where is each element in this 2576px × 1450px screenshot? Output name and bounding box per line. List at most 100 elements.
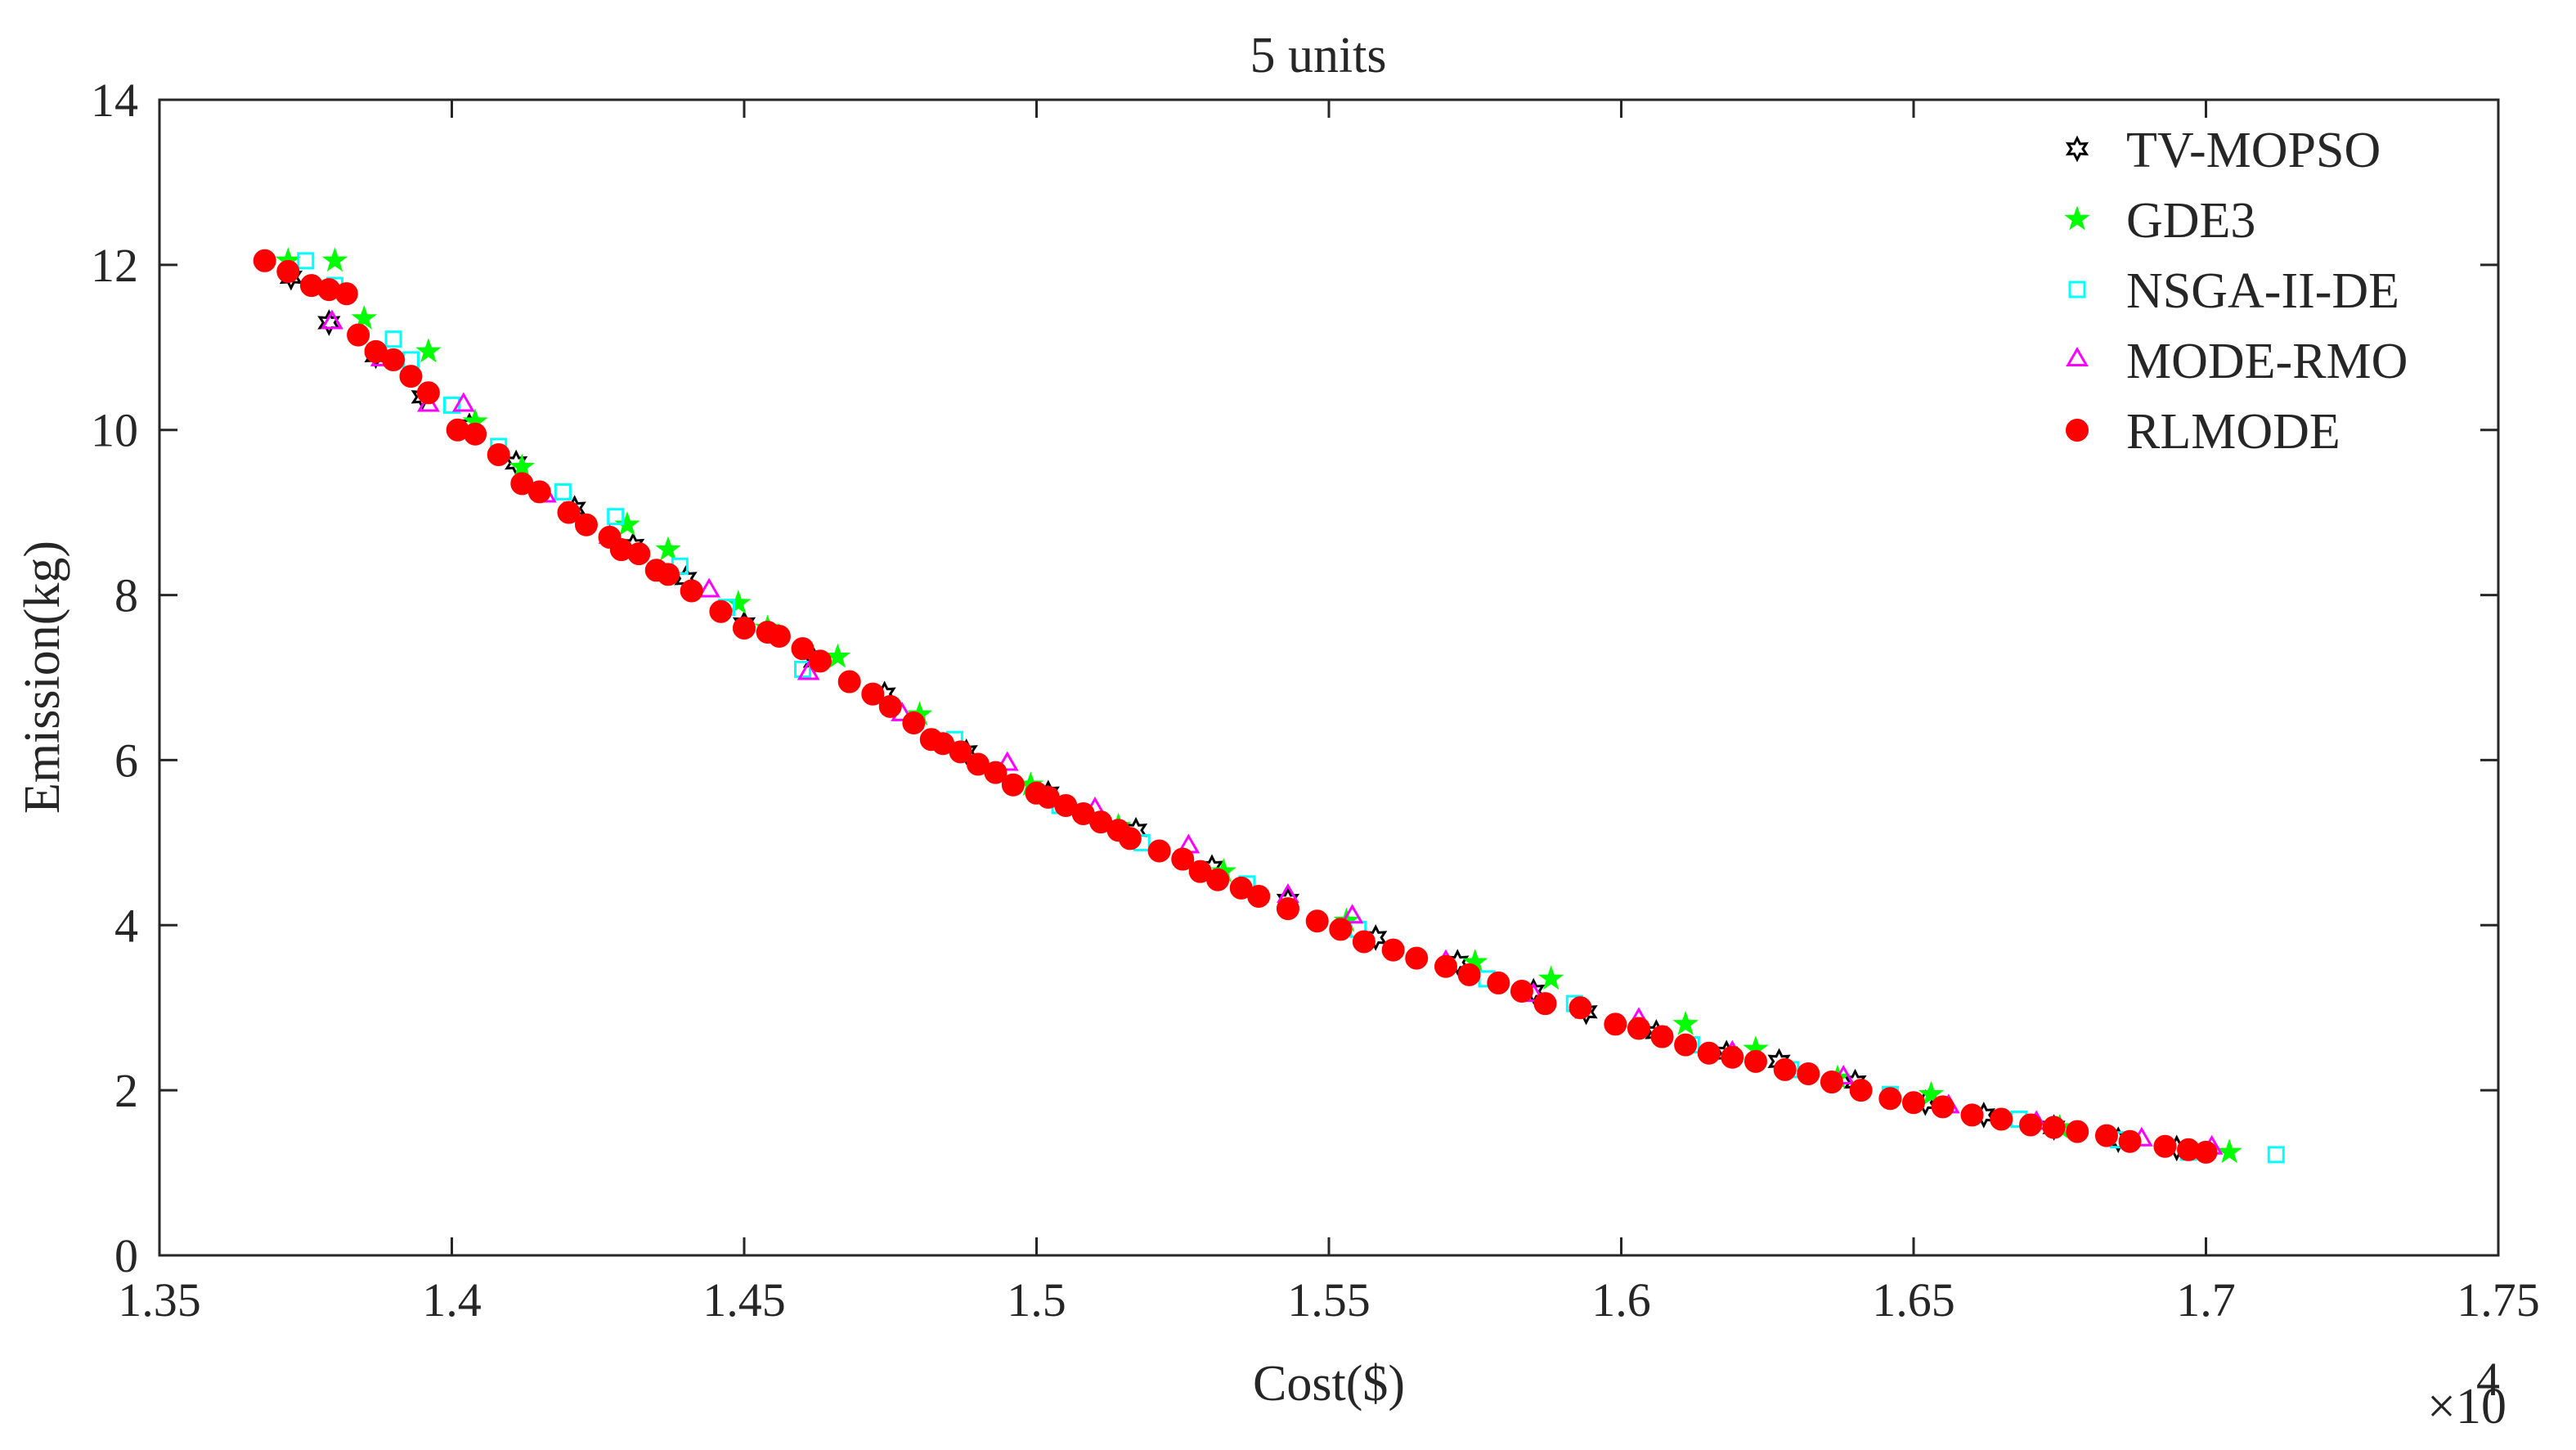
- data-point: [1171, 847, 1195, 871]
- chart-title: 5 units: [1250, 28, 1386, 83]
- data-point: [791, 637, 815, 661]
- data-point: [321, 309, 343, 330]
- data-point: [554, 483, 572, 501]
- data-point: [276, 259, 300, 283]
- data-point: [1797, 1062, 1820, 1085]
- x-tick-label: 1.65: [1872, 1273, 1955, 1327]
- data-point: [1510, 980, 1533, 1003]
- data-point: [1340, 904, 1364, 924]
- data-point: [527, 480, 551, 504]
- y-tick-label: 6: [114, 734, 138, 787]
- y-tick-label: 14: [91, 74, 138, 127]
- x-tick-label: 1.45: [702, 1273, 786, 1327]
- data-point: [2216, 1138, 2242, 1164]
- legend-label: MODE-RMO: [2126, 334, 2408, 389]
- data-point: [1849, 1079, 1873, 1102]
- x-tick-label: 1.35: [118, 1273, 201, 1327]
- data-point: [794, 660, 811, 678]
- data-point: [416, 381, 440, 405]
- legend-marker: [2066, 347, 2089, 366]
- data-point: [382, 348, 405, 371]
- legend-item: MODE-RMO: [2066, 334, 2408, 389]
- legend-item: GDE3: [2064, 193, 2255, 249]
- data-point: [698, 577, 720, 598]
- data-point: [1381, 938, 1405, 962]
- data-point: [949, 740, 972, 764]
- data-point: [1352, 930, 1376, 954]
- x-multiplier-base: ×10: [2427, 1379, 2506, 1434]
- data-point: [1206, 868, 1230, 891]
- data-point: [2042, 1116, 2066, 1139]
- legend-label: TV-MOPSO: [2126, 123, 2381, 178]
- legend-label: NSGA-II-DE: [2126, 263, 2399, 319]
- x-tick-label: 1.7: [2176, 1273, 2236, 1327]
- data-point: [1697, 1041, 1721, 1065]
- data-point: [347, 323, 370, 347]
- data-point: [384, 330, 402, 348]
- data-point: [607, 508, 625, 526]
- data-point: [2094, 1124, 2118, 1147]
- data-point: [1918, 1080, 1945, 1106]
- legend: TV-MOPSO GDE3 NSGA-II-DE MODE-RMO RLMODE: [2064, 123, 2408, 460]
- data-point: [1457, 963, 1481, 986]
- data-point: [1674, 1033, 1698, 1057]
- data-point: [1247, 884, 1271, 908]
- data-point: [443, 396, 460, 414]
- x-tick-label: 1.4: [422, 1273, 482, 1327]
- data-point: [1405, 946, 1429, 970]
- data-point: [1627, 1017, 1650, 1040]
- data-point: [509, 453, 536, 478]
- data-point: [1329, 918, 1353, 941]
- y-tick-label: 10: [91, 404, 138, 457]
- data-point: [2153, 1134, 2177, 1158]
- axes-group: 1.35 1.4 1.45 1.5 1.55 1.6 1.65 1.7 1.75 0 2 4 6 8 10 1…: [91, 74, 2540, 1327]
- data-point: [1990, 1107, 2013, 1131]
- data-point: [1820, 1071, 1843, 1094]
- y-tick-label: 12: [91, 239, 138, 292]
- data-point: [334, 282, 358, 306]
- data-point: [557, 501, 581, 524]
- data-point: [902, 712, 926, 735]
- legend-marker: [2066, 419, 2089, 442]
- data-point: [733, 616, 756, 640]
- data-point: [2118, 1129, 2142, 1153]
- data-point: [680, 579, 703, 603]
- data-point: [351, 304, 377, 330]
- data-point: [2066, 1120, 2089, 1143]
- data-point: [797, 660, 820, 680]
- y-tick-label: 8: [114, 569, 138, 622]
- data-point: [2194, 1140, 2218, 1164]
- data-point: [837, 670, 861, 694]
- legend-label: RLMODE: [2126, 404, 2340, 460]
- data-point: [824, 643, 851, 668]
- data-point: [451, 392, 475, 412]
- data-point: [1305, 909, 1329, 933]
- data-point: [1773, 1057, 1797, 1081]
- data-point: [627, 542, 651, 566]
- data-point: [655, 536, 681, 561]
- data-point: [1931, 1095, 1954, 1119]
- data-point: [1672, 1010, 1699, 1035]
- data-point: [984, 761, 1008, 784]
- data-point: [1001, 773, 1025, 797]
- y-axis-title: Emission(kg): [15, 541, 70, 814]
- data-point: [808, 649, 832, 673]
- data-point: [487, 442, 510, 466]
- y-tick-label: 2: [114, 1064, 138, 1117]
- legend-marker: [2064, 205, 2090, 231]
- data-point: [2267, 1146, 2285, 1164]
- data-point: [253, 249, 276, 272]
- data-point: [995, 751, 1019, 771]
- x-axis-multiplier: ×10 4: [2427, 1353, 2506, 1434]
- y-tick-label: 4: [114, 899, 138, 952]
- data-point: [415, 338, 442, 363]
- data-point: [878, 694, 902, 718]
- data-point: [1744, 1049, 1767, 1073]
- data-point: [2019, 1113, 2042, 1137]
- y-tick-label: 0: [114, 1229, 138, 1282]
- data-point: [709, 599, 733, 623]
- data-point: [1568, 996, 1592, 1020]
- data-points-group: [253, 247, 2285, 1164]
- data-point: [1118, 827, 1142, 851]
- legend-marker: [2068, 281, 2086, 299]
